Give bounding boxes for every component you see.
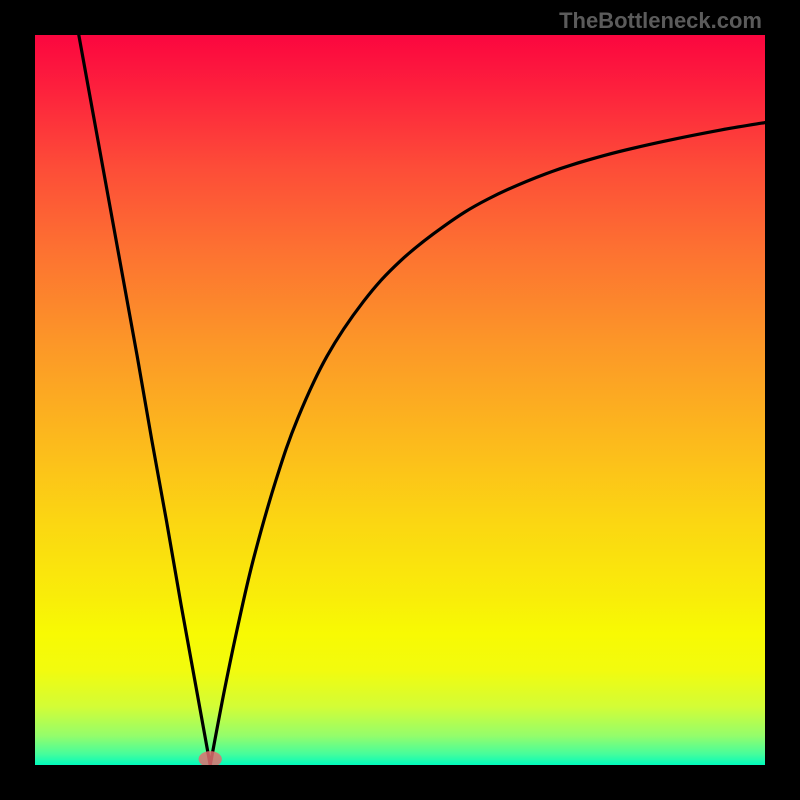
attribution-label: TheBottleneck.com: [559, 8, 762, 34]
bottleneck-chart: [35, 35, 765, 765]
chart-frame: TheBottleneck.com: [0, 0, 800, 800]
